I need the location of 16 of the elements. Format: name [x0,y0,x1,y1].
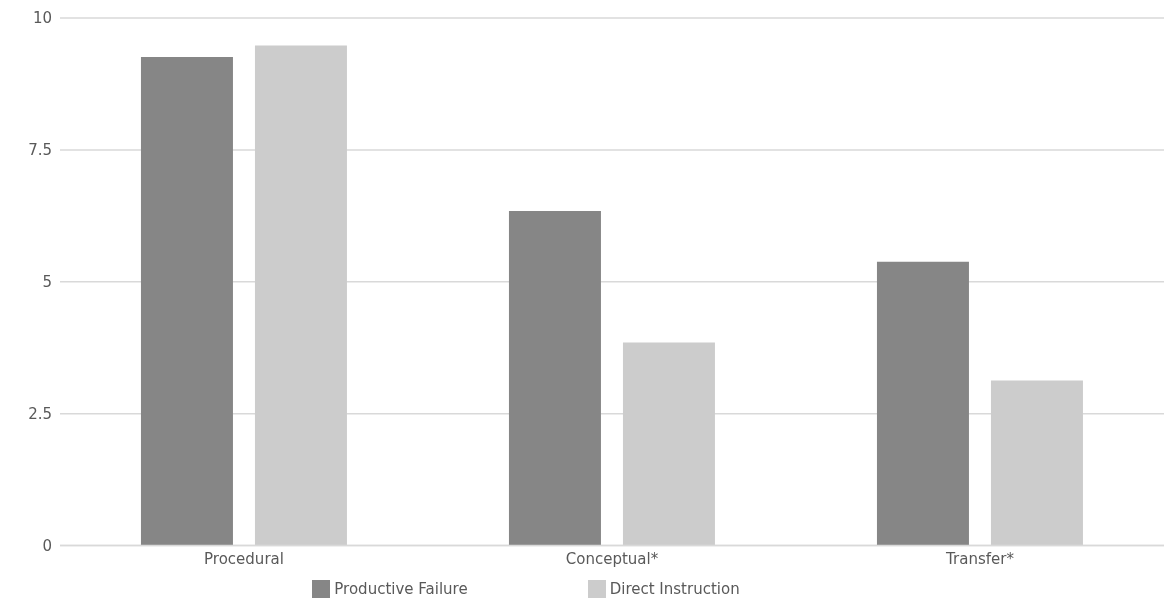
y-tick-label: 2.5 [28,404,52,423]
bar [622,342,715,546]
bar [254,45,347,546]
bar [876,261,969,546]
y-tick-label: 10 [32,9,52,28]
x-tick-label: Procedural [204,550,284,569]
x-tick-label: Transfer* [945,550,1015,569]
bar [140,57,233,546]
bar [990,380,1083,546]
legend-label: Direct Instruction [609,579,740,598]
y-tick-label: 0 [42,536,52,555]
x-tick-label: Conceptual* [565,550,659,569]
y-tick-label: 5 [42,273,52,292]
y-tick-label: 7.5 [28,141,52,160]
legend-label: Productive Failure [334,579,468,598]
bar [508,211,601,546]
